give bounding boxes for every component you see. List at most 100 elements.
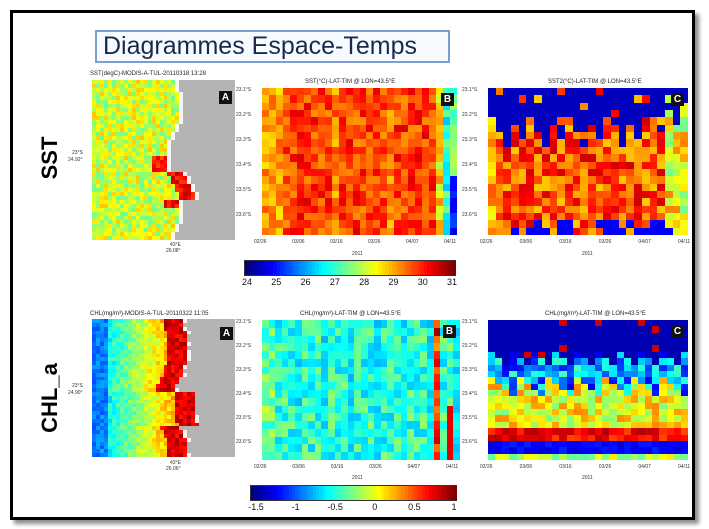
heatmap-cell bbox=[595, 161, 605, 170]
heatmap-cell bbox=[111, 172, 117, 177]
heatmap-cell bbox=[275, 161, 284, 170]
heatmap-cell bbox=[394, 176, 403, 185]
heatmap-cell bbox=[143, 228, 149, 233]
heatmap-cell bbox=[207, 184, 213, 189]
heatmap-cell bbox=[123, 136, 129, 141]
heatmap-cell bbox=[195, 200, 201, 205]
heatmap-cell bbox=[163, 148, 169, 153]
heatmap-cell bbox=[401, 168, 410, 177]
heatmap-cell bbox=[275, 220, 284, 229]
heatmap-cell bbox=[436, 117, 445, 126]
heatmap-cell bbox=[175, 140, 181, 145]
heatmap-cell bbox=[119, 112, 125, 117]
heatmap-cell bbox=[187, 84, 193, 89]
heatmap-cell bbox=[175, 176, 181, 181]
heatmap-cell bbox=[187, 212, 193, 217]
heatmap-cell bbox=[634, 88, 644, 96]
heatmap-cell bbox=[415, 95, 424, 104]
heatmap-cell bbox=[143, 84, 149, 89]
heatmap-cell bbox=[564, 212, 574, 221]
heatmap-cell bbox=[352, 102, 361, 111]
heatmap-cell bbox=[127, 124, 133, 129]
heatmap-cell bbox=[183, 88, 189, 93]
heatmap-cell bbox=[588, 183, 597, 192]
heatmap-cell bbox=[289, 95, 298, 104]
heatmap-cell bbox=[111, 140, 117, 145]
heatmap-cell bbox=[580, 168, 590, 177]
heatmap-cell bbox=[175, 96, 181, 101]
heatmap-cell bbox=[163, 88, 169, 93]
heatmap-cell bbox=[107, 164, 113, 169]
heatmap-cell bbox=[179, 132, 185, 137]
heatmap-cell bbox=[338, 183, 347, 192]
heatmap-cell bbox=[107, 136, 113, 141]
heatmap-cell bbox=[518, 227, 528, 235]
heatmap-cell bbox=[422, 124, 431, 133]
heatmap-cell bbox=[408, 198, 417, 207]
heatmap-cell bbox=[495, 161, 505, 170]
heatmap-cell bbox=[179, 144, 185, 149]
heatmap-cell bbox=[450, 220, 457, 229]
heatmap-cell bbox=[191, 132, 197, 137]
heatmap-cell bbox=[155, 96, 161, 101]
heatmap-cell bbox=[611, 139, 621, 148]
heatmap-cell bbox=[155, 204, 161, 209]
heatmap-cell bbox=[155, 148, 161, 153]
heatmap-cell bbox=[171, 128, 177, 133]
heatmap-cell bbox=[207, 128, 213, 133]
heatmap-cell bbox=[135, 224, 141, 229]
heatmap-cell bbox=[135, 232, 141, 237]
heatmap-cell bbox=[167, 208, 173, 213]
heatmap-cell bbox=[387, 220, 396, 229]
heatmap-cell bbox=[183, 232, 189, 237]
heatmap-cell bbox=[207, 220, 213, 225]
heatmap-cell bbox=[179, 100, 185, 105]
heatmap-cell bbox=[223, 116, 229, 121]
heatmap-cell bbox=[603, 183, 613, 192]
heatmap-cell bbox=[143, 204, 149, 209]
heatmap-cell bbox=[107, 200, 113, 205]
heatmap-cell bbox=[282, 212, 291, 221]
heatmap-cell bbox=[282, 227, 291, 235]
heatmap-cell bbox=[123, 92, 129, 97]
heatmap-cell bbox=[275, 102, 284, 111]
heatmap-cell bbox=[191, 84, 197, 89]
heatmap-cell bbox=[564, 183, 574, 192]
heatmap-cell bbox=[159, 136, 165, 141]
heatmap-cell bbox=[131, 164, 137, 169]
heatmap-cell bbox=[557, 161, 567, 170]
heatmap-cell bbox=[564, 205, 574, 214]
heatmap-cell bbox=[119, 232, 125, 237]
heatmap-cell bbox=[282, 205, 291, 214]
heatmap-cell bbox=[317, 205, 326, 214]
heatmap-cell bbox=[119, 204, 125, 209]
heatmap-cell bbox=[611, 176, 621, 185]
heatmap-cell bbox=[127, 208, 133, 213]
heatmap-cell bbox=[588, 168, 597, 177]
heatmap-cell bbox=[429, 146, 438, 155]
heatmap-cell bbox=[135, 132, 141, 137]
heatmap-cell bbox=[268, 198, 277, 207]
heatmap-cell bbox=[115, 120, 121, 125]
heatmap-cell bbox=[626, 88, 636, 96]
heatmap-cell bbox=[488, 198, 497, 207]
heatmap-cell bbox=[92, 196, 97, 201]
heatmap-cell bbox=[296, 176, 305, 185]
heatmap-cell bbox=[231, 128, 235, 133]
heatmap-cell bbox=[127, 192, 133, 197]
heatmap-cell bbox=[359, 146, 368, 155]
heatmap-cell bbox=[175, 80, 181, 85]
heatmap-cell bbox=[231, 96, 235, 101]
heatmap-cell bbox=[443, 198, 452, 207]
heatmap-cell bbox=[163, 120, 169, 125]
heatmap-cell bbox=[163, 204, 169, 209]
heatmap-cell bbox=[203, 84, 209, 89]
heatmap-cell bbox=[155, 232, 161, 237]
heatmap-cell bbox=[103, 120, 109, 125]
heatmap-cell bbox=[338, 220, 347, 229]
heatmap-cell bbox=[324, 88, 333, 96]
heatmap-cell bbox=[564, 95, 574, 104]
heatmap-cell bbox=[92, 88, 97, 93]
heatmap-cell bbox=[289, 154, 298, 163]
heatmap-cell bbox=[366, 146, 375, 155]
